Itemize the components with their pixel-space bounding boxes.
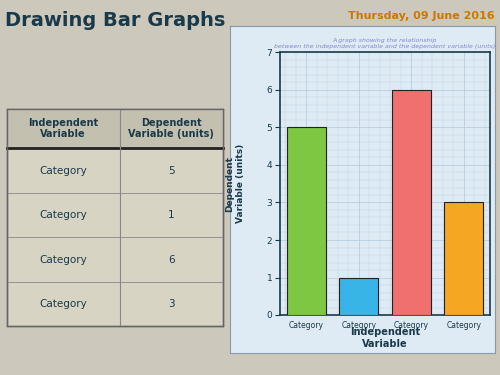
Text: Category: Category <box>40 299 87 309</box>
Bar <box>286 128 326 315</box>
Text: Category: Category <box>40 210 87 220</box>
Text: A graph showing the relationship
between the independent variable and the depend: A graph showing the relationship between… <box>274 38 496 49</box>
Text: Thursday, 09 June 2016: Thursday, 09 June 2016 <box>348 11 495 21</box>
Text: Category: Category <box>40 255 87 264</box>
Text: 3: 3 <box>168 299 174 309</box>
Text: Category: Category <box>40 165 87 176</box>
Bar <box>444 202 484 315</box>
Bar <box>392 90 431 315</box>
Text: Independent
Variable: Independent Variable <box>28 118 98 140</box>
Text: Drawing Bar Graphs: Drawing Bar Graphs <box>5 11 226 30</box>
Text: 6: 6 <box>168 255 174 264</box>
FancyBboxPatch shape <box>7 109 223 148</box>
Bar <box>339 278 378 315</box>
FancyBboxPatch shape <box>7 109 223 326</box>
Text: Dependent
Variable (units): Dependent Variable (units) <box>226 144 244 224</box>
Text: Independent
Variable: Independent Variable <box>350 327 420 349</box>
Text: Dependent
Variable (units): Dependent Variable (units) <box>128 118 214 140</box>
Text: 1: 1 <box>168 210 174 220</box>
Text: 5: 5 <box>168 165 174 176</box>
